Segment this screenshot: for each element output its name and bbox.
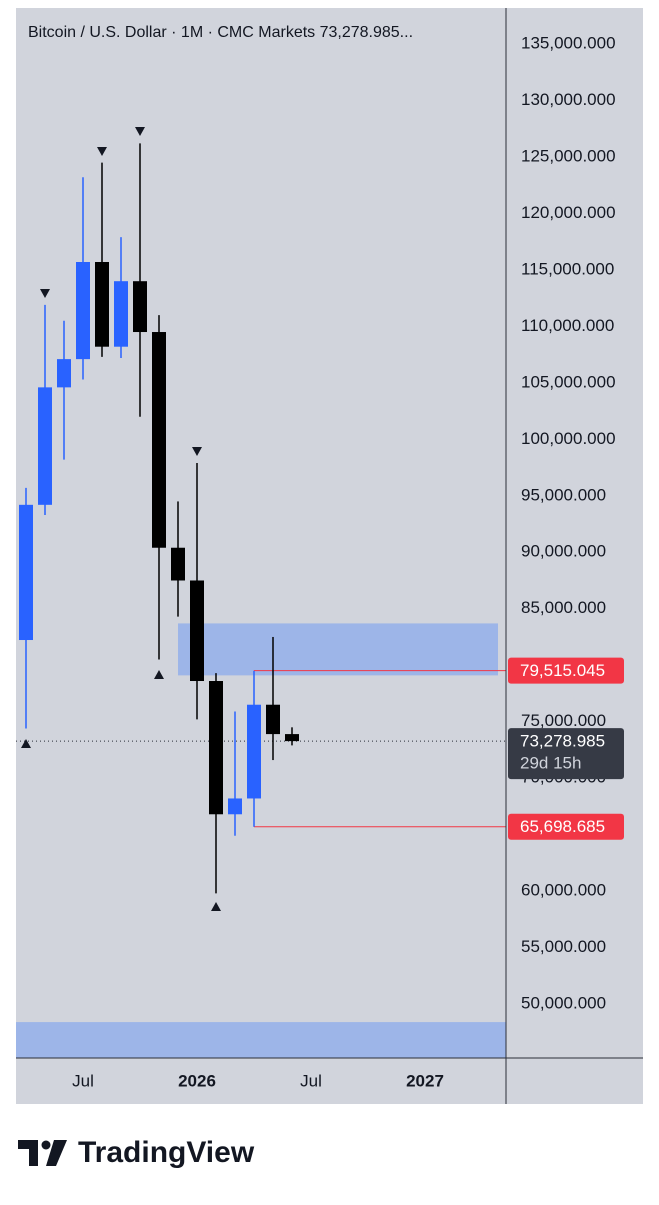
logo-mark (46, 1140, 67, 1166)
candle-body (171, 547, 185, 581)
candle-body (152, 332, 166, 548)
level-label-box (508, 657, 624, 684)
level-label: 65,698.685 (520, 817, 605, 836)
brand-logo (18, 1140, 67, 1166)
candle-body (57, 359, 71, 388)
last-price-label: 73,278.985 (520, 732, 605, 751)
y-tick-label: 95,000.000 (521, 485, 606, 504)
candle-body (76, 262, 90, 360)
pivot-low (154, 670, 164, 679)
chart-title: Bitcoin / U.S. Dollar · 1M · CMC Markets… (28, 24, 413, 41)
candle-body (266, 704, 280, 735)
candle-body (38, 387, 52, 505)
y-tick-label: 135,000.000 (521, 34, 616, 53)
y-tick-label: 50,000.000 (521, 993, 606, 1012)
y-tick-label: 120,000.000 (521, 203, 616, 222)
y-tick-label: 100,000.000 (521, 429, 616, 448)
pivot-high (40, 289, 50, 298)
last-price-box (508, 728, 624, 780)
demand-zone (16, 1022, 506, 1058)
x-tick-label: Jul (300, 1071, 322, 1090)
level-label-box (508, 813, 624, 840)
y-tick-label: 90,000.000 (521, 542, 606, 561)
y-tick-label: 55,000.000 (521, 937, 606, 956)
x-tick-label: 2027 (406, 1071, 444, 1090)
y-tick-label: 130,000.000 (521, 90, 616, 109)
pivot-markers (21, 127, 221, 911)
candle-body (247, 704, 261, 799)
candle-body (190, 580, 204, 682)
y-tick-label: 75,000.000 (521, 711, 606, 730)
supply-zone (178, 623, 498, 676)
pivot-high (192, 447, 202, 456)
brand-name: TradingView (78, 1136, 255, 1169)
candle-body (95, 262, 109, 347)
bar-countdown: 29d 15h (520, 754, 581, 773)
candle-body (19, 504, 33, 641)
candle-body (133, 281, 147, 333)
pivot-high (135, 127, 145, 136)
candle-body (228, 798, 242, 815)
pivot-low (21, 739, 31, 748)
logo-mark (41, 1140, 51, 1150)
logo-mark (18, 1140, 38, 1166)
y-tick-label: 60,000.000 (521, 881, 606, 900)
candle-body (285, 734, 299, 742)
pivot-low (211, 902, 221, 911)
y-tick-label: 115,000.000 (521, 259, 614, 278)
y-tick-label: 105,000.000 (521, 372, 616, 391)
y-tick-label: 125,000.000 (521, 146, 616, 165)
pivot-high (97, 147, 107, 156)
chart-background (16, 8, 643, 1104)
candle-body (209, 681, 223, 815)
candle-body (114, 281, 128, 347)
x-tick-label: Jul (72, 1071, 94, 1090)
level-label: 79,515.045 (520, 661, 605, 680)
y-tick-label: 110,000.000 (521, 316, 614, 335)
x-tick-label: 2026 (178, 1071, 216, 1090)
y-tick-label: 85,000.000 (521, 598, 606, 617)
